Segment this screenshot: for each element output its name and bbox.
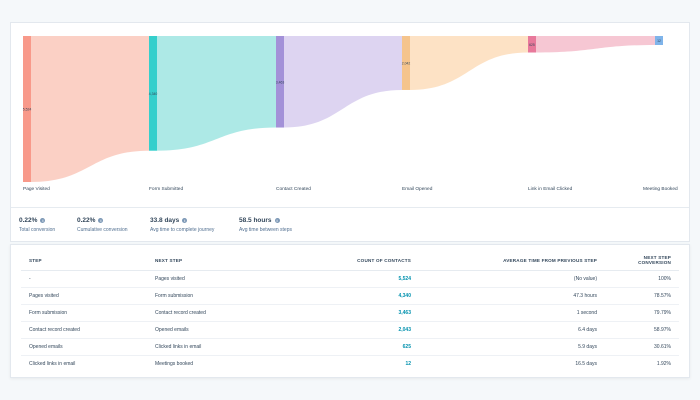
table-row: Pages visited Form submission 4,340 47.3… <box>21 287 679 305</box>
cell-conversion: 58.97% <box>605 321 679 339</box>
col-header-count[interactable]: COUNT OF CONTACTS <box>293 255 419 271</box>
sankey-step-label: Contact Created <box>276 186 311 192</box>
cell-step: Opened emails <box>21 338 147 356</box>
cell-next-step: Opened emails <box>147 321 293 339</box>
sankey-node-value: 3,463 <box>276 80 285 84</box>
sankey-flow[interactable] <box>410 36 528 90</box>
info-icon[interactable]: i <box>182 218 188 223</box>
sankey-flow[interactable] <box>31 36 149 182</box>
sankey-flow[interactable] <box>157 36 276 151</box>
metric-value: 0.22% <box>77 217 96 224</box>
metric-avg-time-journey: 33.8 days i Avg time to complete journey <box>150 217 214 233</box>
cell-avg-time: 1 second <box>419 304 605 322</box>
journey-chart-card: 5,524 Page Visited 4,340 Form Submitted 3,46… <box>10 22 690 242</box>
table-row: - Pages visited 5,524 (No value) 100% <box>21 270 679 288</box>
cell-avg-time: 16.5 days <box>575 361 597 367</box>
metric-cumulative-conversion: 0.22% i Cumulative conversion <box>77 217 128 233</box>
sankey-step-label: Email Opened <box>402 186 433 192</box>
sankey-node[interactable] <box>276 36 284 128</box>
sankey-node[interactable] <box>528 36 536 53</box>
sankey-node[interactable] <box>402 36 410 90</box>
cell-conversion: 79.79% <box>605 304 679 322</box>
sankey-node-value: 625 <box>529 43 535 47</box>
cell-avg-time: 6.4 days <box>419 321 605 339</box>
sankey-flow[interactable] <box>284 36 402 128</box>
cell-count[interactable]: 4,340 <box>293 287 419 305</box>
metric-label: Total conversion <box>19 227 56 233</box>
metric-total-conversion: 0.22% i Total conversion <box>19 217 55 233</box>
cell-count[interactable]: 2,043 <box>293 321 419 339</box>
table-row: Clicked links in email Meetings booked 1… <box>21 356 679 373</box>
table-header-row: STEP NEXT STEP COUNT OF CONTACTS AVERAGE… <box>21 255 679 271</box>
metric-label: Avg time between steps <box>239 227 292 233</box>
sankey-step-label: Page Visited <box>23 186 50 192</box>
sankey-node-value: 2,042 <box>402 61 411 65</box>
sankey-node-value: 12 <box>657 39 661 43</box>
sankey-step-label: Link in Email Clicked <box>528 186 573 192</box>
table-row: Opened emails Clicked links in email 625… <box>21 338 679 356</box>
metric-label: Avg time to complete journey <box>150 227 215 233</box>
cell-next-step: Clicked links in email <box>147 338 293 356</box>
sankey-step-label: Form Submitted <box>149 186 183 192</box>
metric-value: 0.22% <box>19 217 38 224</box>
col-header-conversion[interactable]: NEXT STEP CONVERSION <box>605 255 679 271</box>
cell-avg-time: 5.9 days <box>419 338 605 356</box>
col-header-next-step[interactable]: NEXT STEP <box>147 255 293 271</box>
cell-step: Form submission <box>21 304 147 322</box>
cell-count[interactable]: 5,524 <box>293 270 419 288</box>
cell-next-step: Pages visited <box>147 270 293 288</box>
table-row: Contact record created Opened emails 2,0… <box>21 321 679 339</box>
sankey-flow[interactable] <box>536 36 655 53</box>
table-row: Form submission Contact record created 3… <box>21 304 679 322</box>
cell-count[interactable]: 12 <box>405 361 411 367</box>
journey-table: STEP NEXT STEP COUNT OF CONTACTS AVERAGE… <box>21 255 679 372</box>
metric-label: Cumulative conversion <box>77 227 128 233</box>
metric-value: 58.5 hours <box>239 217 272 224</box>
sankey-node[interactable] <box>655 36 663 45</box>
cell-conversion: 100% <box>605 270 679 288</box>
sankey-node-value: 5,524 <box>23 108 32 112</box>
cell-count[interactable]: 3,463 <box>293 304 419 322</box>
info-icon[interactable]: i <box>274 218 280 223</box>
cell-step: Contact record created <box>21 321 147 339</box>
cell-conversion: 30.61% <box>605 338 679 356</box>
cell-avg-time: 47.3 hours <box>419 287 605 305</box>
cell-next-step: Contact record created <box>147 304 293 322</box>
cell-next-step: Form submission <box>147 287 293 305</box>
cell-step: Clicked links in email <box>29 361 76 367</box>
divider <box>11 207 689 208</box>
col-header-avg-time[interactable]: AVERAGE TIME FROM PREVIOUS STEP <box>419 255 605 271</box>
col-header-step[interactable]: STEP <box>21 255 147 271</box>
metric-value: 33.8 days <box>150 217 180 224</box>
cell-conversion: 78.57% <box>605 287 679 305</box>
cell-avg-time: (No value) <box>419 270 605 288</box>
sankey-node[interactable] <box>149 36 157 151</box>
metric-avg-time-steps: 58.5 hours i Avg time between steps <box>239 217 292 233</box>
journey-table-card: STEP NEXT STEP COUNT OF CONTACTS AVERAGE… <box>10 244 690 378</box>
info-icon[interactable]: i <box>40 218 46 223</box>
sankey-step-label: Meeting Booked <box>643 186 678 192</box>
cell-step: - <box>21 270 147 288</box>
cell-next-step: Meetings booked <box>155 361 194 367</box>
sankey-node-value: 4,340 <box>149 92 158 96</box>
info-icon[interactable]: i <box>98 218 104 223</box>
cell-conversion: 1.92% <box>656 361 671 367</box>
sankey-chart: 5,524 Page Visited 4,340 Form Submitted 3,46… <box>23 36 678 192</box>
sankey-node[interactable] <box>23 36 31 182</box>
cell-count[interactable]: 625 <box>293 338 419 356</box>
cell-step: Pages visited <box>21 287 147 305</box>
